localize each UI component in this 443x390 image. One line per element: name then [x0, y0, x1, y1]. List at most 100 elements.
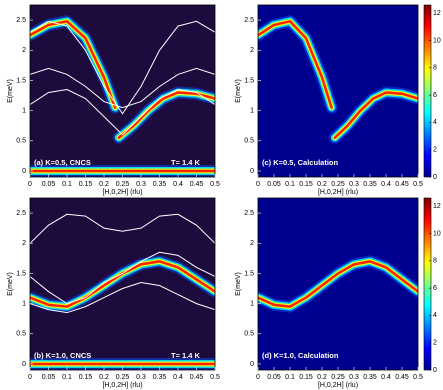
plot-content	[30, 15, 215, 177]
x-tick-label: 0.15	[299, 181, 313, 188]
y-axis-label: E(meV)	[7, 272, 14, 296]
annotation: (c) K=0.5, Calculation	[262, 158, 338, 167]
band	[258, 20, 333, 109]
x-tick-label: 0.35	[153, 181, 167, 188]
theory-line	[30, 67, 215, 109]
x-tick-label: 0.05	[42, 181, 56, 188]
colorbar-tick-label: 4	[433, 119, 437, 126]
y-tick-label: 1	[22, 300, 26, 307]
y-axis-label: E(meV)	[7, 79, 14, 103]
y-axis-label: E(meV)	[235, 272, 242, 296]
x-tick-label: 0.35	[363, 374, 377, 381]
band	[333, 91, 418, 140]
theory-line	[30, 251, 215, 305]
x-tick-label: 0	[28, 181, 32, 188]
x-tick-label: 0.5	[413, 374, 423, 381]
annotation: T= 1.4 K	[171, 351, 201, 360]
y-tick-label: 1.5	[244, 270, 254, 277]
x-tick-label: 0.2	[99, 181, 109, 188]
x-tick-label: 0.05	[267, 181, 281, 188]
colorbar-tick-label: 6	[433, 285, 437, 292]
colorbar-tick-label: 10	[433, 37, 441, 44]
plot-background	[258, 198, 418, 370]
theory-line	[30, 88, 215, 136]
band	[30, 20, 117, 109]
plot-content	[30, 213, 215, 370]
y-tick-label: 2	[22, 240, 26, 247]
y-tick-label: 2.5	[16, 210, 26, 217]
theory-line	[30, 281, 215, 314]
band	[117, 91, 215, 140]
colorbar-tick-label: 6	[433, 92, 437, 99]
plot-content	[258, 255, 418, 313]
x-axis-label: [H,0,2H] (rlu)	[102, 189, 142, 196]
y-tick-label: 0.5	[244, 138, 254, 145]
x-axis-label: [H,0,2H] (rlu)	[102, 382, 142, 389]
x-tick-label: 0.5	[210, 181, 220, 188]
x-tick-label: 0.05	[42, 374, 56, 381]
band	[258, 260, 418, 308]
y-tick-label: 0.5	[16, 138, 26, 145]
x-axis-label: [H,0,2H] (rlu)	[318, 189, 358, 196]
x-tick-label: 0.5	[210, 374, 220, 381]
annotation: (d) K=1.0, Calculation	[262, 351, 339, 360]
y-tick-label: 0	[22, 361, 26, 368]
x-tick-label: 0	[28, 374, 32, 381]
y-tick-label: 2.5	[244, 210, 254, 217]
colorbar-tick-label: 12	[433, 10, 441, 17]
colorbar-tick-label: 8	[433, 65, 437, 72]
colorbar-tick-label: 0	[433, 367, 437, 374]
x-tick-label: 0.25	[331, 374, 345, 381]
x-tick-label: 0.1	[62, 374, 72, 381]
colorbar-tick-label: 12	[433, 203, 441, 210]
x-tick-label: 0.35	[363, 181, 377, 188]
x-tick-label: 0.25	[116, 181, 130, 188]
colorbar-tick-label: 8	[433, 258, 437, 265]
y-tick-label: 2	[250, 47, 254, 54]
plot-background	[30, 198, 215, 370]
y-tick-label: 0.5	[244, 331, 254, 338]
x-tick-label: 0.2	[317, 181, 327, 188]
y-tick-label: 2.5	[16, 17, 26, 24]
x-tick-label: 0.15	[79, 181, 93, 188]
x-tick-label: 0.1	[285, 181, 295, 188]
x-tick-label: 0.15	[79, 374, 93, 381]
y-tick-label: 1	[250, 107, 254, 114]
annotation: (b) K=1.0, CNCS	[34, 351, 91, 360]
x-tick-label: 0.5	[413, 181, 423, 188]
x-tick-label: 0.45	[395, 374, 409, 381]
colorbar-tick-label: 0	[433, 174, 437, 181]
x-tick-label: 0.15	[299, 374, 313, 381]
y-tick-label: 1	[22, 107, 26, 114]
y-tick-label: 0	[250, 168, 254, 175]
x-tick-label: 0.1	[285, 374, 295, 381]
x-tick-label: 0.45	[190, 181, 204, 188]
x-tick-label: 0.4	[173, 181, 183, 188]
x-tick-label: 0.3	[136, 374, 146, 381]
annotation: T= 1.4 K	[171, 158, 201, 167]
x-axis-label: [H,0,2H] (rlu)	[318, 382, 358, 389]
x-tick-label: 0	[256, 374, 260, 381]
x-tick-label: 0.4	[381, 181, 391, 188]
x-tick-label: 0.35	[153, 374, 167, 381]
colorbar-tick-label: 10	[433, 230, 441, 237]
x-tick-label: 0.4	[173, 374, 183, 381]
x-tick-label: 0.25	[331, 181, 345, 188]
y-tick-label: 2	[250, 240, 254, 247]
y-tick-label: 2	[22, 47, 26, 54]
theory-line	[30, 20, 215, 115]
x-tick-label: 0.3	[136, 181, 146, 188]
x-tick-label: 0.05	[267, 374, 281, 381]
y-tick-label: 0.5	[16, 331, 26, 338]
plot-content	[258, 15, 418, 144]
colorbar	[423, 197, 432, 371]
x-tick-label: 0.25	[116, 374, 130, 381]
x-tick-label: 0.4	[381, 374, 391, 381]
y-tick-label: 1.5	[244, 77, 254, 84]
y-tick-label: 0	[22, 168, 26, 175]
x-tick-label: 0	[256, 181, 260, 188]
annotation: (a) K=0.5, CNCS	[34, 158, 91, 167]
y-axis-label: E(meV)	[235, 79, 242, 103]
y-tick-label: 1	[250, 300, 254, 307]
y-tick-label: 1.5	[16, 77, 26, 84]
